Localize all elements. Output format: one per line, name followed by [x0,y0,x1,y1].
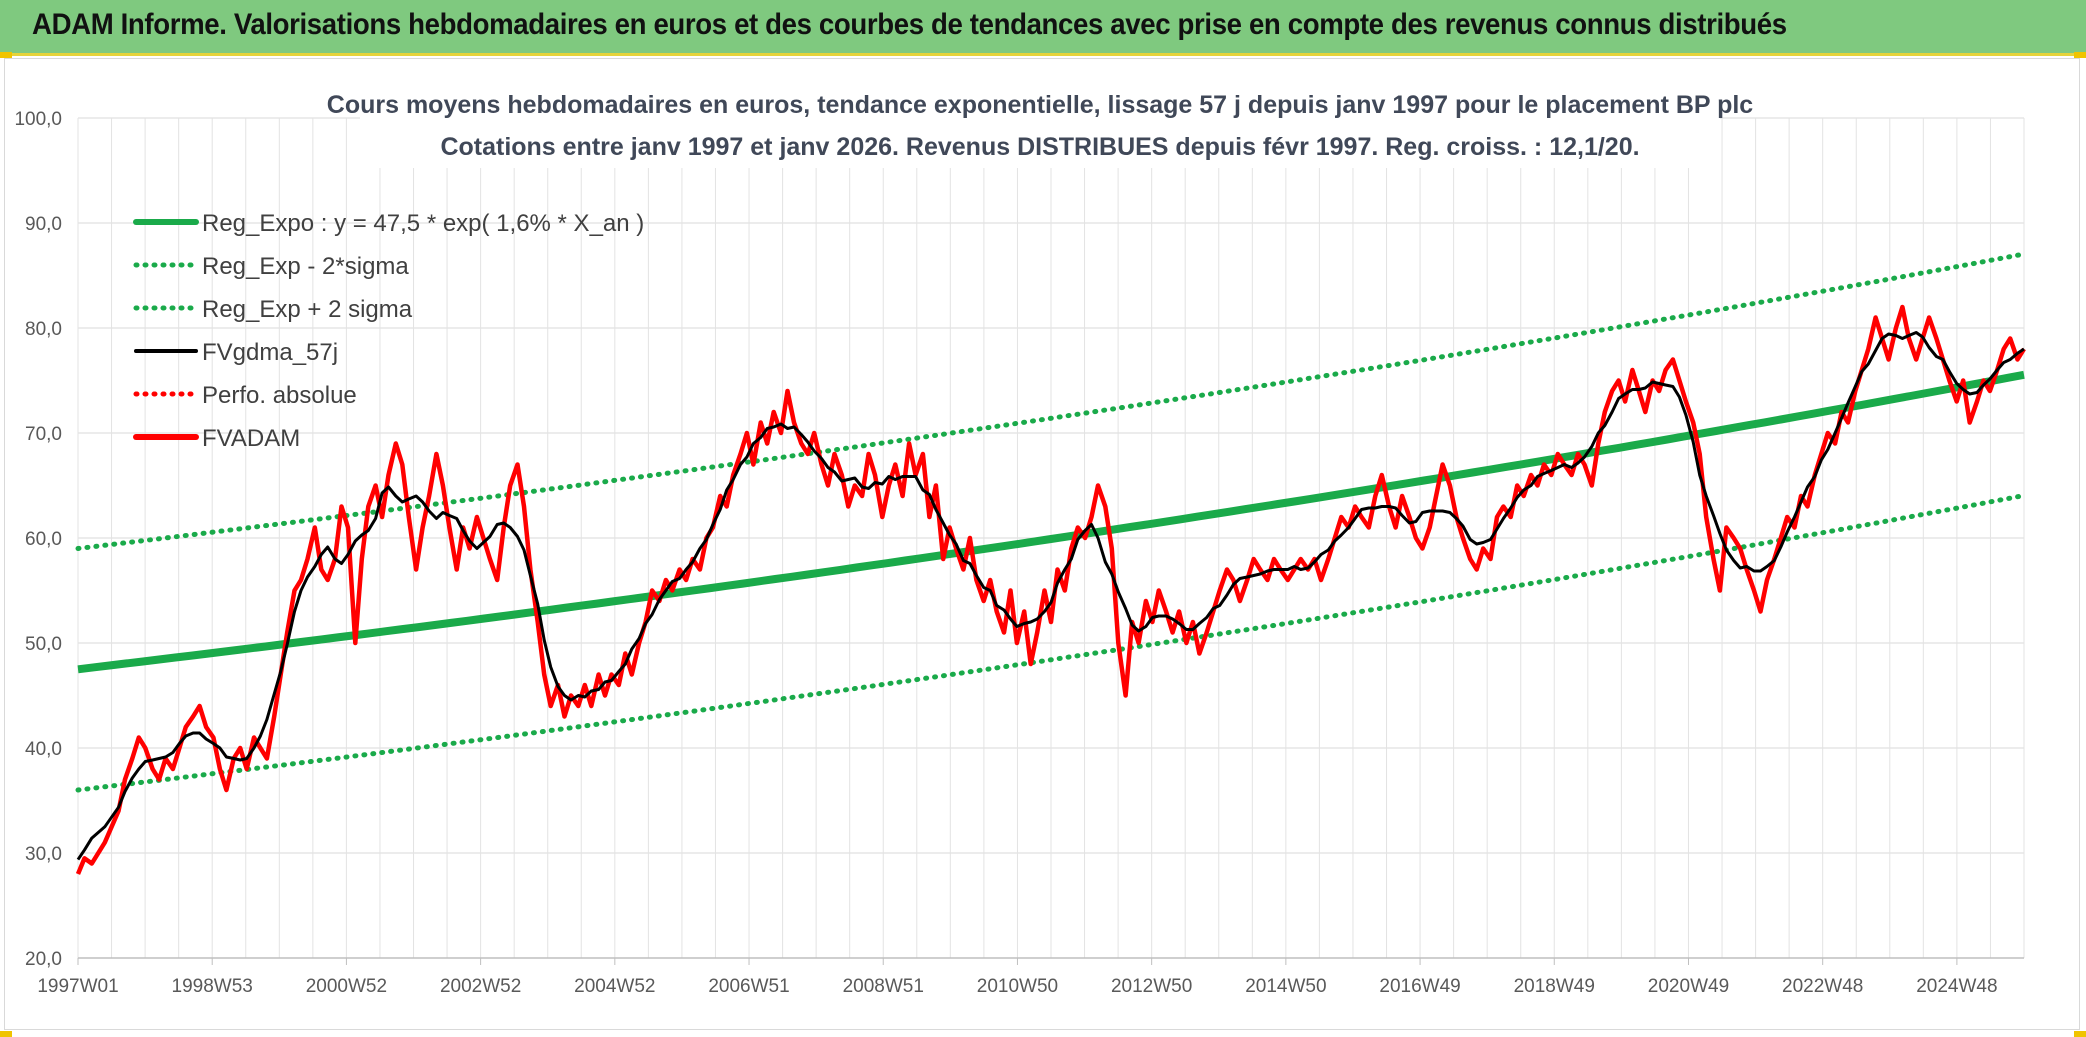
chart-frame [4,58,2080,1030]
axis-ticks: 20,0 30,0 40,0 50,0 60,0 70,0 80,0 90,0 100,0 199… [14,109,1997,997]
chart-title: Cours moyens hebdomadaires en euros, ten… [327,91,1754,119]
y-tick-label: 50,0 [25,634,62,655]
legend-label: Reg_Exp + 2 sigma [202,296,413,323]
x-tick-label: 2012W50 [1111,976,1192,997]
corner-marker [2074,52,2086,58]
header-title: ADAM Informe. Valorisations hebdomadaire… [32,8,1787,41]
fvadam-line [75,304,2026,875]
x-tick-label: 2000W52 [306,976,387,997]
x-tick-label: 2004W52 [574,976,655,997]
x-tick-label: 2016W49 [1379,976,1460,997]
legend-label: FVADAM [202,425,300,452]
y-tick-label: 90,0 [25,214,62,235]
legend: Reg_Expo : y = 47,5 * exp( 1,6% * X_an )… [133,210,644,452]
reg-exp-minus-2sigma-line [75,493,2027,793]
y-tick-label: 30,0 [25,844,62,865]
x-tick-label: 2008W51 [843,976,924,997]
chart-title-block: Cours moyens hebdomadaires en euros, ten… [327,82,1754,168]
x-tick-label: 2002W52 [440,976,521,997]
corner-marker [0,52,12,58]
x-tick-label: 1998W53 [172,976,253,997]
y-tick-label: 80,0 [25,319,62,340]
x-tick-label: 2024W48 [1916,976,1997,997]
y-tick-label: 60,0 [25,529,62,550]
corner-marker [0,1031,12,1037]
header-bar: ADAM Informe. Valorisations hebdomadaire… [0,0,2086,56]
x-tick-label: 2006W51 [708,976,789,997]
legend-label: FVgdma_57j [202,339,338,366]
x-tick-label: 2018W49 [1514,976,1595,997]
series-layer [75,251,2027,875]
y-tick-label: 100,0 [14,109,62,130]
x-tick-label: 2020W49 [1648,976,1729,997]
fvgdma-57j-line [76,331,2025,861]
legend-label: Perfo. absolue [202,382,357,409]
y-tick-label: 40,0 [25,739,62,760]
reg-exp-plus-2sigma-line [75,251,2027,551]
reg-expo-line [77,370,2025,674]
legend-label: Reg_Exp - 2*sigma [202,253,409,280]
x-tick-label: 2014W50 [1245,976,1326,997]
corner-marker [2074,1031,2086,1037]
title-background [360,82,1720,168]
y-tick-label: 70,0 [25,424,62,445]
x-tick-label: 2022W48 [1782,976,1863,997]
y-tick-label: 20,0 [25,949,62,970]
legend-label: Reg_Expo : y = 47,5 * exp( 1,6% * X_an ) [202,210,644,237]
x-tick-label: 1997W01 [37,976,118,997]
chart-subtitle: Cotations entre janv 1997 et janv 2026. … [440,133,1639,161]
x-tick-label: 2010W50 [977,976,1058,997]
